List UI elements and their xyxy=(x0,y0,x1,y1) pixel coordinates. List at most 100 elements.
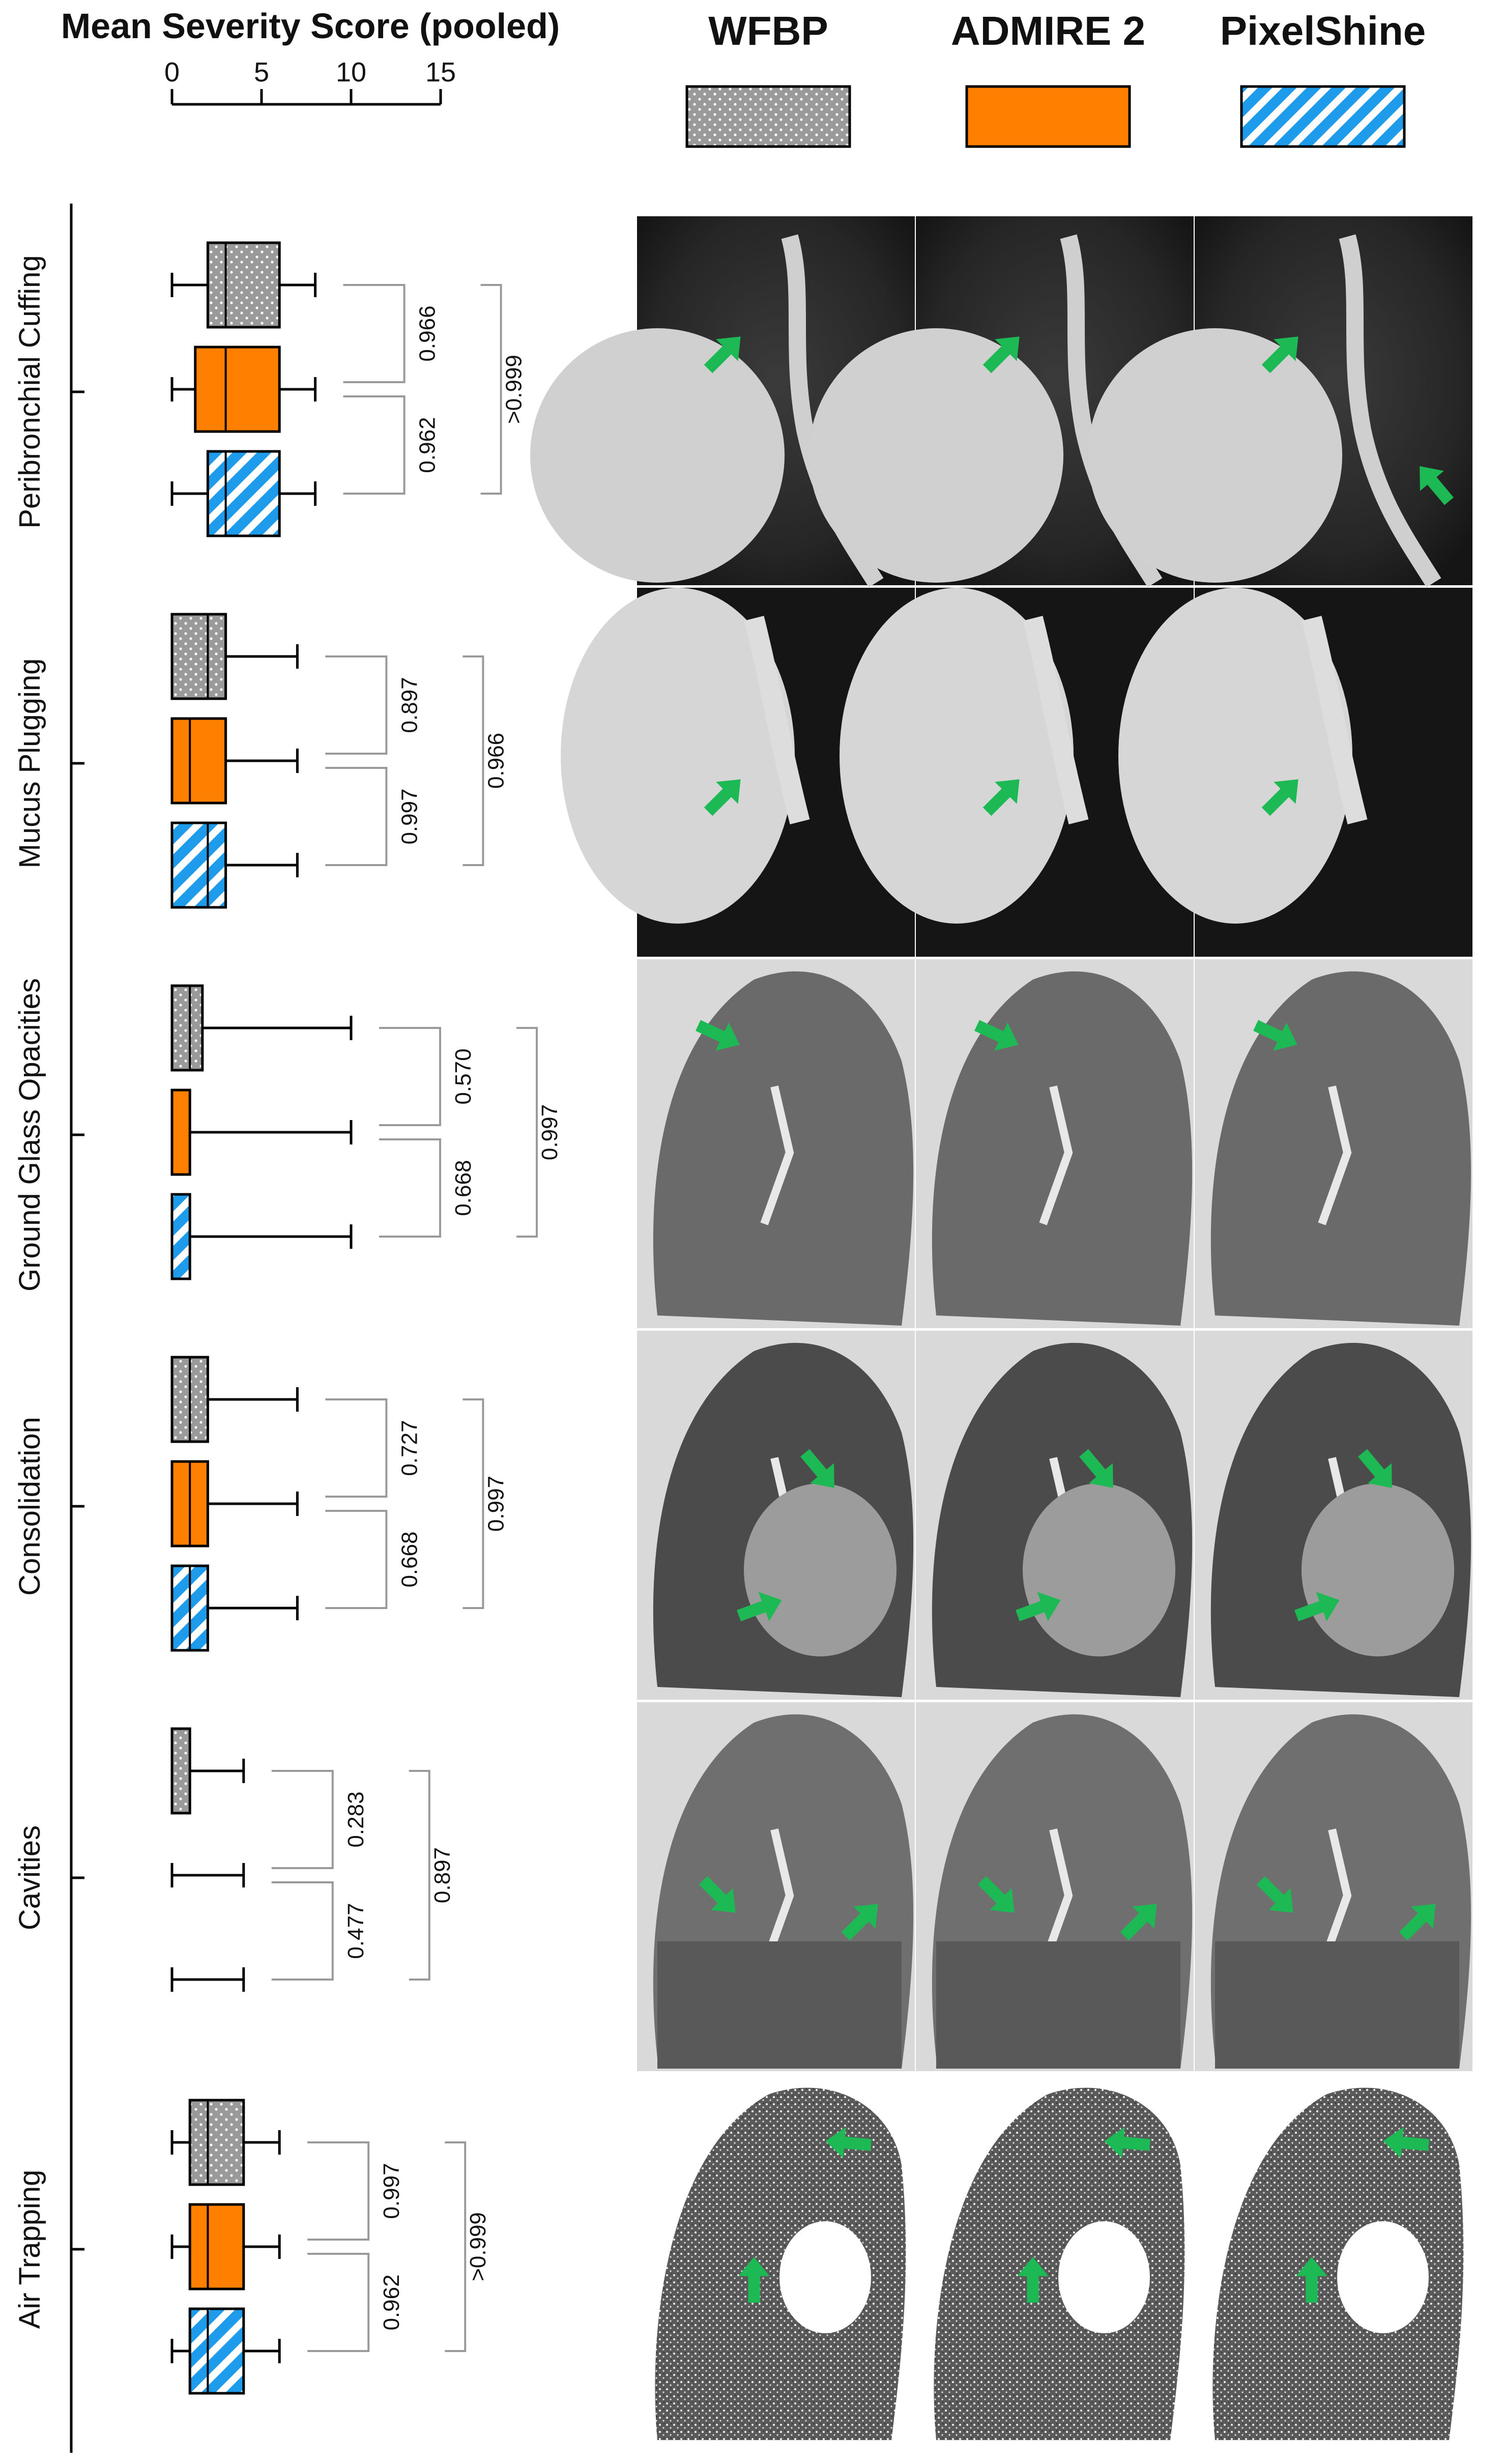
p-value-bracket: 0.283 xyxy=(271,1770,368,1869)
bracket-line xyxy=(445,2141,467,2352)
p-value-bracket: 0.997 xyxy=(516,1027,562,1238)
lung-field xyxy=(653,971,914,1326)
p-value-bracket: 0.897 xyxy=(409,1770,455,1981)
lower-lobe xyxy=(657,1941,902,2069)
p-value-label: 0.570 xyxy=(451,1048,476,1104)
ct-panel xyxy=(637,1331,915,1700)
p-value-bracket: 0.477 xyxy=(271,1881,368,1981)
x-tick-label: 0 xyxy=(164,57,180,88)
p-value-label: 0.477 xyxy=(343,1903,368,1959)
box-wfbp xyxy=(170,1727,245,1815)
p-value-bracket: 0.966 xyxy=(463,655,508,866)
x-tick-label: 15 xyxy=(425,57,456,88)
legend-label: WFBP xyxy=(708,8,828,53)
x-tick-label: 5 xyxy=(254,57,269,88)
box-wfbp xyxy=(170,613,299,700)
iqr-box xyxy=(170,984,204,1072)
heart-shadow xyxy=(840,588,1074,924)
heart-shadow xyxy=(809,328,1063,583)
iqr-box xyxy=(188,2307,245,2395)
p-value-label: 0.897 xyxy=(397,677,422,733)
p-value-label: 0.668 xyxy=(451,1160,476,1216)
category-row: Consolidation 0.727 0.668 0.997 xyxy=(13,1356,508,1652)
p-value-bracket: 0.727 xyxy=(325,1398,422,1498)
ct-panel xyxy=(916,1331,1194,1700)
bracket-line xyxy=(463,1398,484,1609)
box-admire-2 xyxy=(170,1460,299,1548)
vessel xyxy=(1023,616,1089,824)
legend-label: PixelShine xyxy=(1220,8,1426,53)
p-value-label: 0.962 xyxy=(379,2274,404,2330)
box-admire-2 xyxy=(170,717,299,805)
p-value-bracket: 0.962 xyxy=(307,2253,404,2352)
legend: WFBP ADMIRE 2 PixelShine xyxy=(685,8,1426,148)
legend-label: ADMIRE 2 xyxy=(951,8,1145,53)
box-admire-2 xyxy=(170,1863,245,1887)
ct-panel xyxy=(916,1702,1194,2071)
box-admire-2 xyxy=(170,346,317,433)
iqr-box xyxy=(206,450,281,537)
legend-swatch xyxy=(1240,85,1406,148)
bracket-line xyxy=(325,1510,388,1609)
p-value-label: 0.997 xyxy=(483,1476,508,1532)
ct-panel xyxy=(916,959,1194,1328)
p-value-bracket: 0.897 xyxy=(325,655,422,755)
chart-title: Mean Severity Score (pooled) xyxy=(61,6,560,46)
lung-field xyxy=(932,971,1193,1326)
lung-field xyxy=(655,2087,906,2440)
p-value-label: 0.727 xyxy=(397,1420,422,1476)
p-value-bracket: 0.966 xyxy=(343,284,440,383)
iqr-box xyxy=(170,1193,191,1280)
bracket-line xyxy=(480,284,502,495)
ct-panel xyxy=(916,2074,1194,2443)
box-pixelshine xyxy=(170,2307,281,2395)
vessel xyxy=(1039,1085,1073,1225)
category-row: Cavities 0.283 0.477 0.897 xyxy=(13,1727,455,1992)
p-value-bracket: 0.997 xyxy=(463,1398,508,1609)
p-value-label: 0.283 xyxy=(343,1791,368,1847)
p-value-label: >0.999 xyxy=(502,355,527,424)
bracket-line xyxy=(307,2253,370,2352)
bracket-line xyxy=(325,1398,388,1498)
x-tick-label: 10 xyxy=(336,57,366,88)
vessel xyxy=(1302,616,1368,824)
p-value-bracket: 0.997 xyxy=(325,767,422,866)
p-value-bracket: 0.570 xyxy=(379,1027,476,1126)
iqr-box xyxy=(188,2203,245,2290)
heart-shadow xyxy=(530,328,785,583)
p-value-label: 0.997 xyxy=(397,788,422,844)
bracket-line xyxy=(343,284,406,383)
consolidation-region xyxy=(1023,1483,1175,1656)
vessel xyxy=(1339,234,1441,588)
p-value-label: 0.962 xyxy=(415,417,440,473)
x-axis: 0 5 10 15 xyxy=(164,57,456,106)
p-value-bracket: 0.668 xyxy=(325,1510,422,1609)
category-label: Mucus Plugging xyxy=(13,658,46,869)
category-label: Consolidation xyxy=(13,1417,46,1595)
box-wfbp xyxy=(170,2099,281,2186)
iqr-box xyxy=(170,717,227,805)
heart-shadow xyxy=(1118,588,1352,924)
ct-panel xyxy=(637,1702,915,2071)
ct-panel xyxy=(1195,2074,1472,2443)
ct-panel xyxy=(1195,1702,1472,2071)
legend-swatch xyxy=(685,85,851,148)
box-admire-2 xyxy=(170,2203,281,2290)
bracket-line xyxy=(271,1881,334,1981)
vessel xyxy=(760,1085,794,1225)
bracket-line xyxy=(379,1138,441,1238)
airway xyxy=(1058,2221,1150,2333)
category-row: Air Trapping 0.997 0.962 >0.999 xyxy=(13,2099,490,2395)
consolidation-region xyxy=(1302,1483,1454,1656)
p-value-label: 0.897 xyxy=(430,1847,455,1903)
bracket-line xyxy=(516,1027,538,1238)
lung-field xyxy=(1210,971,1471,1326)
box-pixelshine xyxy=(170,1967,245,1992)
iqr-box xyxy=(206,241,281,329)
heart-shadow xyxy=(561,588,795,924)
ct-panel xyxy=(1195,959,1472,1328)
bracket-line xyxy=(343,395,406,495)
legend-swatch xyxy=(965,85,1131,148)
iqr-box xyxy=(170,821,227,909)
